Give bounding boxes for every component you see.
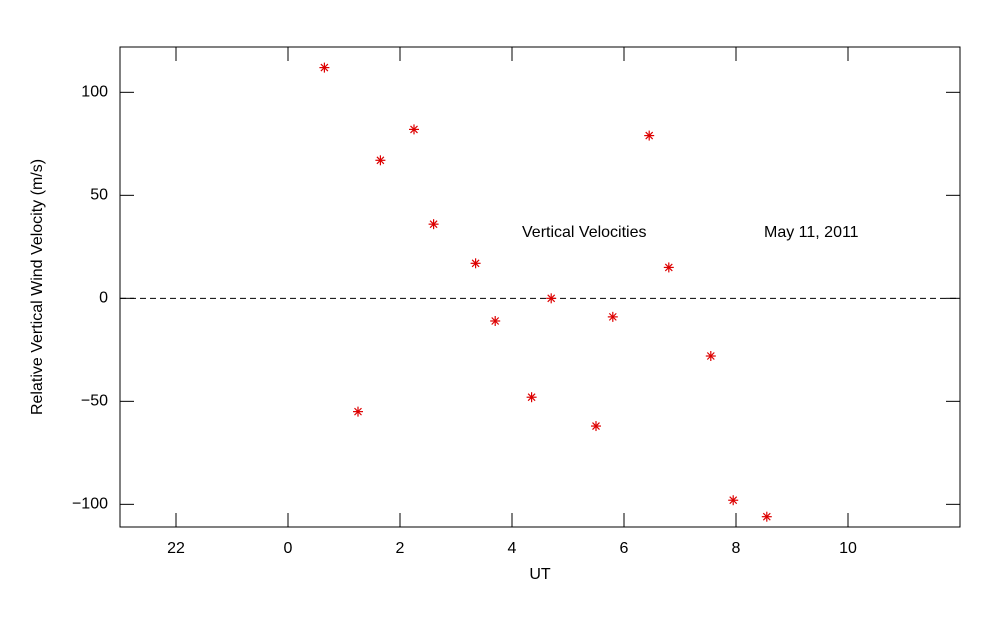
point-stroke	[471, 259, 480, 268]
point	[409, 124, 419, 135]
point-stroke	[354, 407, 362, 416]
x-tick-label: 2	[396, 540, 405, 557]
point	[591, 421, 601, 432]
point	[663, 262, 674, 273]
annotation: Vertical Velocities	[522, 224, 647, 241]
x-tick-label: 4	[508, 540, 517, 557]
point	[761, 511, 772, 522]
x-axis-label: UT	[529, 566, 551, 583]
y-tick-label: 0	[99, 290, 108, 307]
point-stroke	[547, 294, 556, 303]
point-stroke	[706, 352, 715, 360]
point-stroke	[592, 422, 600, 430]
y-axis-label: Relative Vertical Wind Velocity (m/s)	[29, 159, 46, 415]
x-tick-label: 10	[839, 540, 857, 557]
point	[319, 62, 330, 73]
point-stroke	[664, 263, 673, 272]
point	[490, 315, 501, 326]
point-stroke	[410, 125, 418, 134]
annotation: May 11, 2011	[764, 224, 859, 241]
point-stroke	[376, 156, 385, 165]
x-tick-label: 22	[167, 540, 185, 557]
point	[546, 293, 557, 304]
point	[375, 155, 386, 166]
y-tick-label: 50	[90, 187, 108, 204]
point	[353, 406, 363, 417]
point	[428, 219, 439, 230]
point	[705, 351, 716, 362]
y-tick-label: −100	[72, 496, 108, 513]
point-stroke	[608, 312, 617, 321]
point	[644, 130, 655, 141]
point-stroke	[320, 63, 329, 72]
point	[526, 392, 537, 403]
point-stroke	[729, 496, 738, 505]
point	[470, 258, 481, 269]
x-tick-label: 6	[620, 540, 629, 557]
x-tick-label: 8	[732, 540, 741, 557]
point	[607, 311, 618, 322]
point	[728, 495, 739, 506]
y-tick-label: 100	[81, 84, 108, 101]
point-stroke	[527, 393, 536, 402]
point-stroke	[645, 131, 654, 140]
point-stroke	[491, 317, 500, 325]
point-stroke	[762, 512, 771, 521]
y-tick-label: −50	[81, 393, 108, 410]
x-tick-label: 0	[284, 540, 293, 557]
plot-frame	[119, 46, 961, 528]
point-stroke	[429, 220, 438, 229]
